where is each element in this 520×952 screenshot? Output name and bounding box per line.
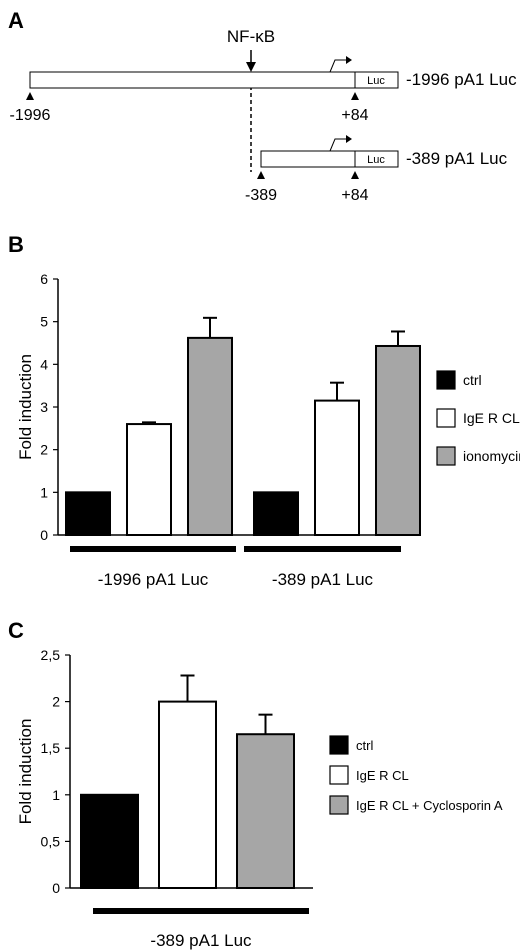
group-label: -389 pA1 Luc	[150, 931, 252, 950]
tss-arrow-head	[346, 56, 352, 64]
y-tick-label: 0,5	[41, 833, 61, 849]
bar-ctrl	[253, 491, 299, 537]
y-tick-label: 4	[40, 356, 48, 372]
start-marker	[257, 171, 265, 179]
legend-swatch	[329, 795, 349, 815]
y-tick-label: 1	[40, 484, 48, 500]
legend-label: ctrl	[356, 738, 373, 753]
y-axis-label: Fold induction	[16, 719, 35, 825]
luc-label: Luc	[367, 75, 385, 87]
nfkb-label: NF-κB	[227, 27, 275, 46]
nfkb-arrow-head	[246, 62, 256, 72]
luc-box	[354, 71, 399, 89]
y-tick-label: 1	[52, 787, 60, 803]
legend-swatch	[436, 408, 456, 428]
legend-label: IgE R CL + Cyclosporin A	[356, 798, 503, 813]
legend-swatch	[436, 370, 456, 390]
y-tick-label: 2,5	[41, 647, 61, 663]
group-bar	[93, 908, 309, 914]
legend-swatch	[329, 765, 349, 785]
start-label: -389	[245, 187, 277, 204]
end-marker	[351, 92, 359, 100]
group-label: -1996 pA1 Luc	[98, 570, 209, 589]
luc-label: Luc	[367, 154, 385, 166]
legend-label: IgE R CL	[463, 410, 520, 426]
y-tick-label: 0	[52, 880, 60, 896]
end-label: +84	[341, 187, 368, 204]
bar-ctrl	[80, 793, 139, 889]
panel-a-label: A	[8, 8, 24, 33]
legend-label: ionomycin	[463, 448, 520, 464]
construct-1996: Luc -1996 +84 -1996 pA1 Luc	[10, 56, 517, 124]
construct-name: -389 pA1 Luc	[406, 149, 508, 168]
bar-ige-r-cl	[126, 423, 172, 537]
group-bar	[244, 546, 401, 552]
chart-c: 0 0,5 1 1,5 2 2,5 Fold induction -389 pA1 Luc ct…	[16, 647, 503, 950]
chart-b: 0 1 2 3 4 5 6 Fold induction -1996 pA1 Luc -389 p…	[16, 271, 520, 589]
panel-b-label: B	[8, 232, 24, 257]
promoter-bar	[29, 71, 356, 89]
legend-swatch	[329, 735, 349, 755]
panel-a: A NF-κB Luc -1996 +84 -1996 pA1 Luc Luc	[8, 8, 517, 204]
bar-ionomycin	[187, 336, 233, 536]
bar-ionomycin	[375, 344, 421, 536]
y-tick-label: 1,5	[41, 740, 61, 756]
start-marker	[26, 92, 34, 100]
y-axis-label: Fold induction	[16, 354, 35, 460]
y-tick-label: 0	[40, 527, 48, 543]
y-tick-label: 5	[40, 314, 48, 330]
tss-arrow	[329, 138, 350, 152]
y-tick-label: 2	[40, 442, 48, 458]
panel-c-label: C	[8, 618, 24, 643]
legend-swatch	[436, 446, 456, 466]
y-tick-label: 6	[40, 271, 48, 287]
legend-label: IgE R CL	[356, 768, 409, 783]
group-label: -389 pA1 Luc	[272, 570, 374, 589]
y-tick-label: 3	[40, 399, 48, 415]
construct-389: Luc -389 +84 -389 pA1 Luc	[245, 135, 508, 204]
bar-ctrl	[65, 491, 111, 537]
bar-ige-r-cl	[314, 399, 360, 536]
end-marker	[351, 171, 359, 179]
end-label: +84	[341, 107, 368, 124]
tss-arrow-head	[346, 135, 352, 143]
legend-label: ctrl	[463, 372, 482, 388]
group-bar	[70, 546, 236, 552]
bar-ige-r-cl	[158, 700, 217, 889]
promoter-bar	[260, 150, 356, 168]
luc-box	[354, 150, 399, 168]
bar-ige-r-cl-cyclosporin-a	[236, 733, 295, 889]
tss-arrow	[329, 59, 350, 73]
construct-name: -1996 pA1 Luc	[406, 70, 517, 89]
y-tick-label: 2	[52, 694, 60, 710]
start-label: -1996	[10, 107, 51, 124]
